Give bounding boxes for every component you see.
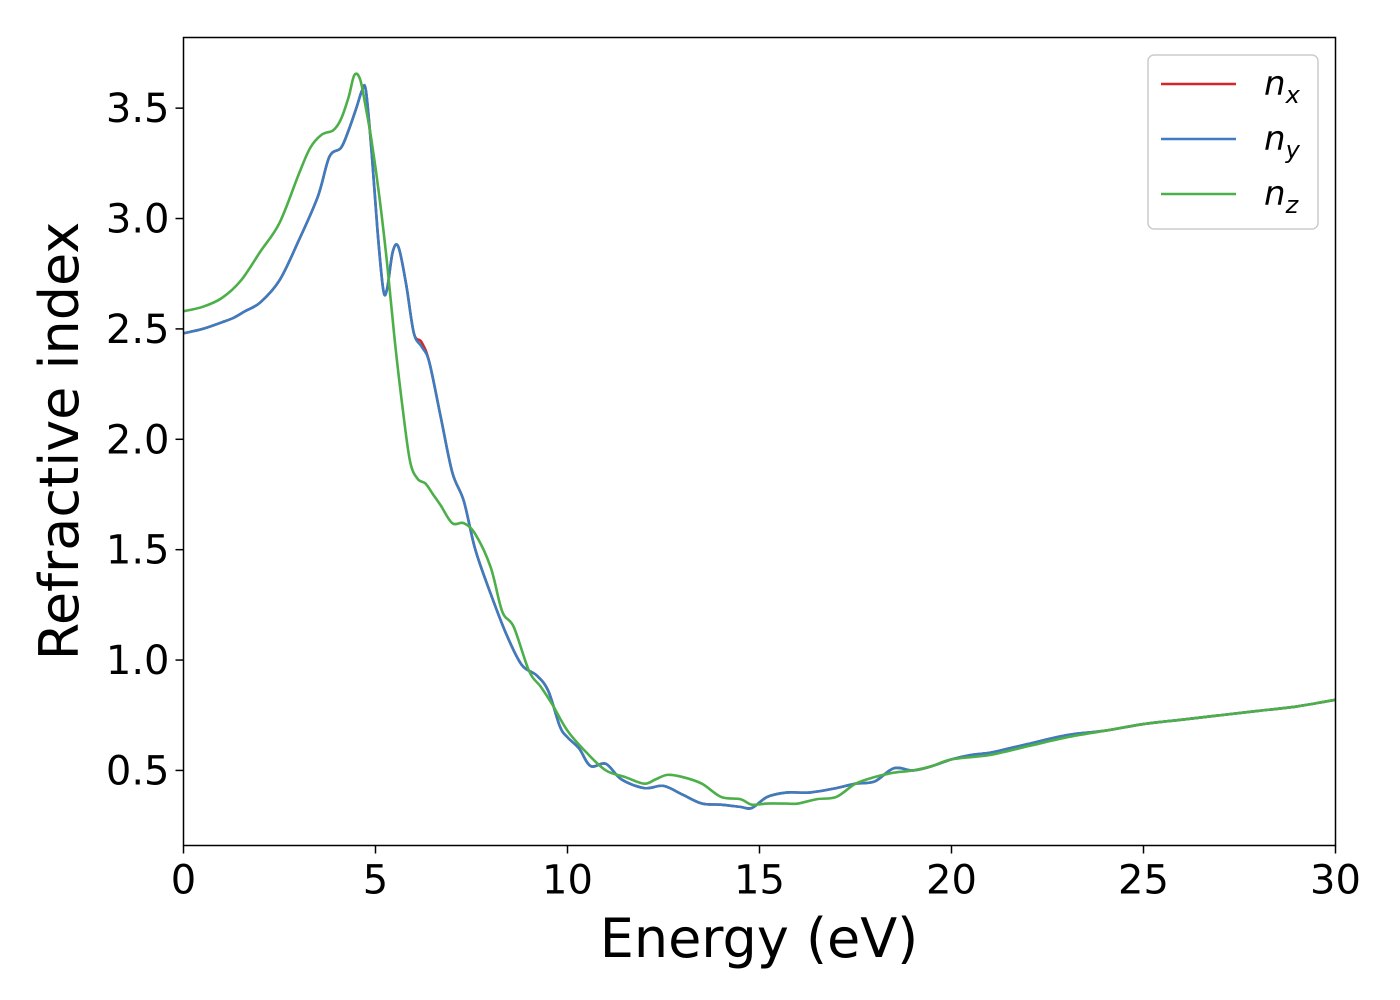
x-tick-label: 10	[542, 858, 593, 904]
y-tick-label: 2.0	[106, 417, 170, 463]
series-line-ny	[183, 83, 1336, 810]
x-axis: 0 5 10 15 20 25 30	[171, 845, 1361, 904]
x-tick-label: 25	[1118, 858, 1169, 904]
x-tick-label: 15	[734, 858, 785, 904]
legend-label-ny: ny	[1264, 119, 1301, 164]
x-tick-label: 30	[1310, 858, 1361, 904]
y-axis-label: Refractive index	[28, 222, 91, 661]
legend-box	[1147, 54, 1319, 230]
y-tick-label: 2.5	[106, 307, 170, 353]
y-tick-label: 0.5	[106, 748, 170, 794]
y-tick-label: 1.0	[106, 638, 170, 684]
x-tick-label: 20	[926, 858, 977, 904]
y-tick-label: 3.0	[106, 197, 170, 243]
y-axis: 0.5 1.0 1.5 2.0 2.5 3.0 3.5	[106, 86, 184, 794]
series-line-nz	[183, 72, 1336, 807]
x-axis-label: Energy (eV)	[600, 907, 919, 970]
x-tick-label: 5	[363, 858, 388, 904]
legend: nx ny nz	[1147, 54, 1319, 230]
y-tick-label: 3.5	[106, 86, 170, 132]
y-tick-label: 1.5	[106, 528, 170, 574]
x-tick-label: 0	[171, 858, 196, 904]
legend-label-nz: nz	[1264, 174, 1300, 219]
plot-lines	[183, 72, 1336, 810]
legend-label-nx: nx	[1264, 64, 1301, 109]
